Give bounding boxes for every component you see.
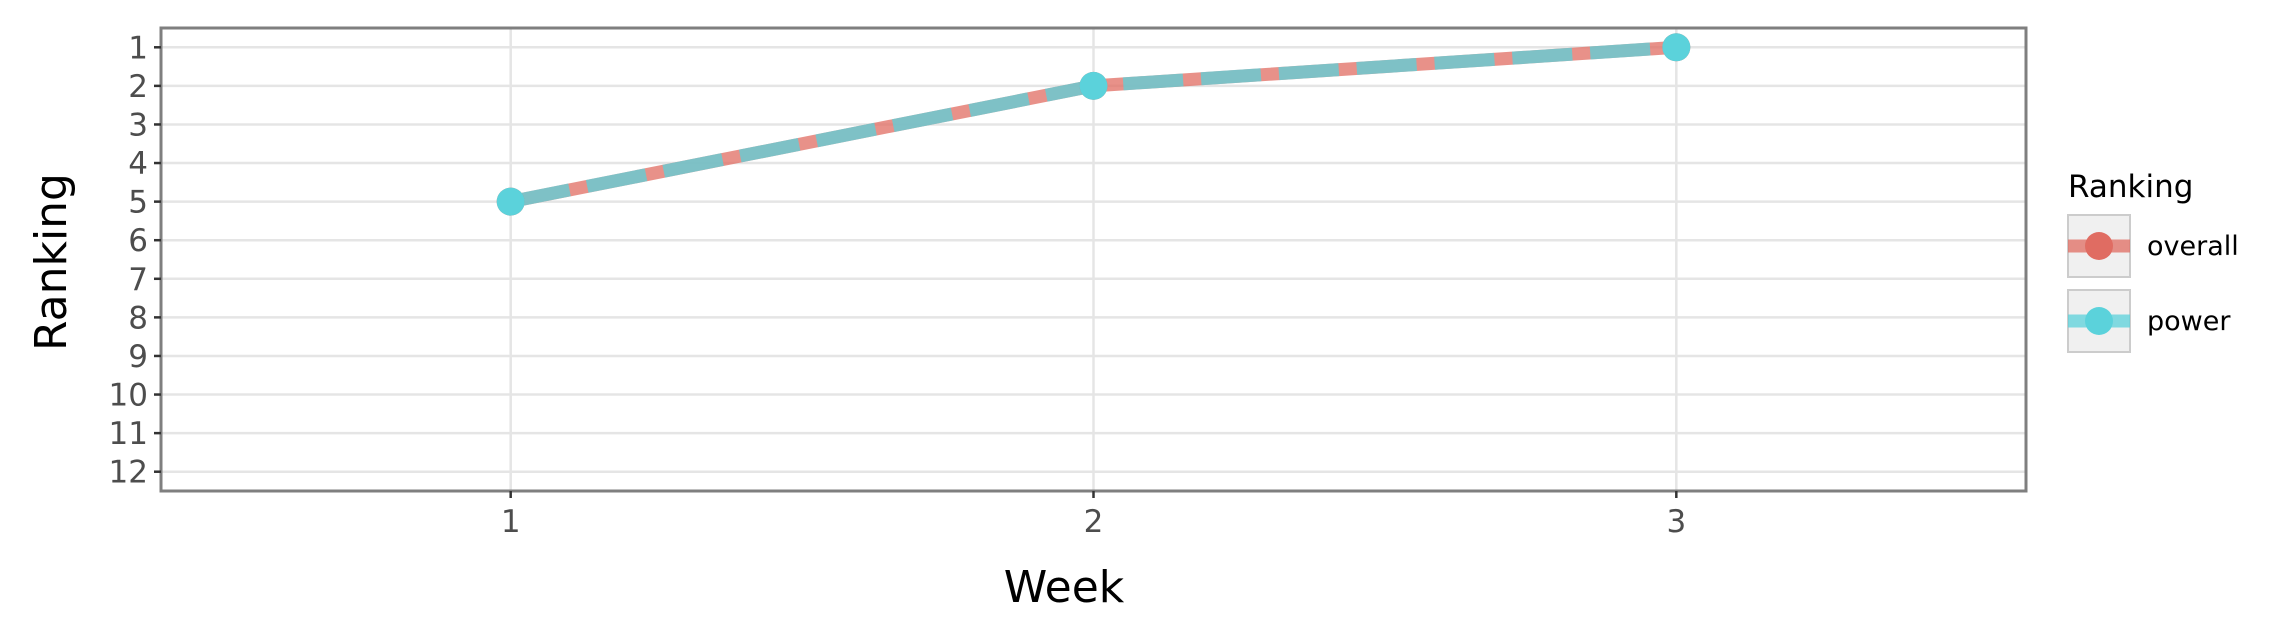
legend: Ranking overall power [2067, 169, 2239, 353]
data-point-power [496, 187, 525, 216]
y-axis-title: Ranking [26, 173, 77, 351]
y-tick-label: 4 [128, 146, 148, 182]
y-tick-label: 9 [128, 339, 148, 375]
x-axis-ticks: 1 2 3 [501, 491, 1686, 540]
y-tick-label: 3 [128, 107, 148, 143]
legend-label-overall: overall [2147, 231, 2239, 262]
x-axis-title: Week [1004, 562, 1125, 613]
legend-label-power: power [2147, 306, 2231, 337]
y-tick-label: 2 [128, 69, 148, 105]
x-tick-label: 2 [1084, 504, 1104, 540]
y-tick-label: 6 [128, 223, 148, 259]
y-tick-label: 8 [128, 300, 148, 336]
x-tick-label: 3 [1666, 504, 1686, 540]
grid [161, 28, 2026, 491]
x-tick-label: 1 [501, 504, 521, 540]
y-tick-label: 12 [109, 455, 148, 491]
y-tick-label: 7 [128, 262, 148, 298]
data-point-power [1662, 33, 1691, 62]
series [496, 33, 1691, 216]
legend-title: Ranking [2068, 169, 2193, 205]
legend-point-power [2085, 307, 2113, 335]
y-tick-label: 5 [128, 185, 148, 221]
legend-point-overall [2085, 232, 2113, 260]
y-tick-label: 11 [109, 416, 148, 452]
y-tick-label: 10 [109, 378, 148, 414]
y-tick-label: 1 [128, 30, 148, 66]
data-point-power [1079, 71, 1108, 100]
